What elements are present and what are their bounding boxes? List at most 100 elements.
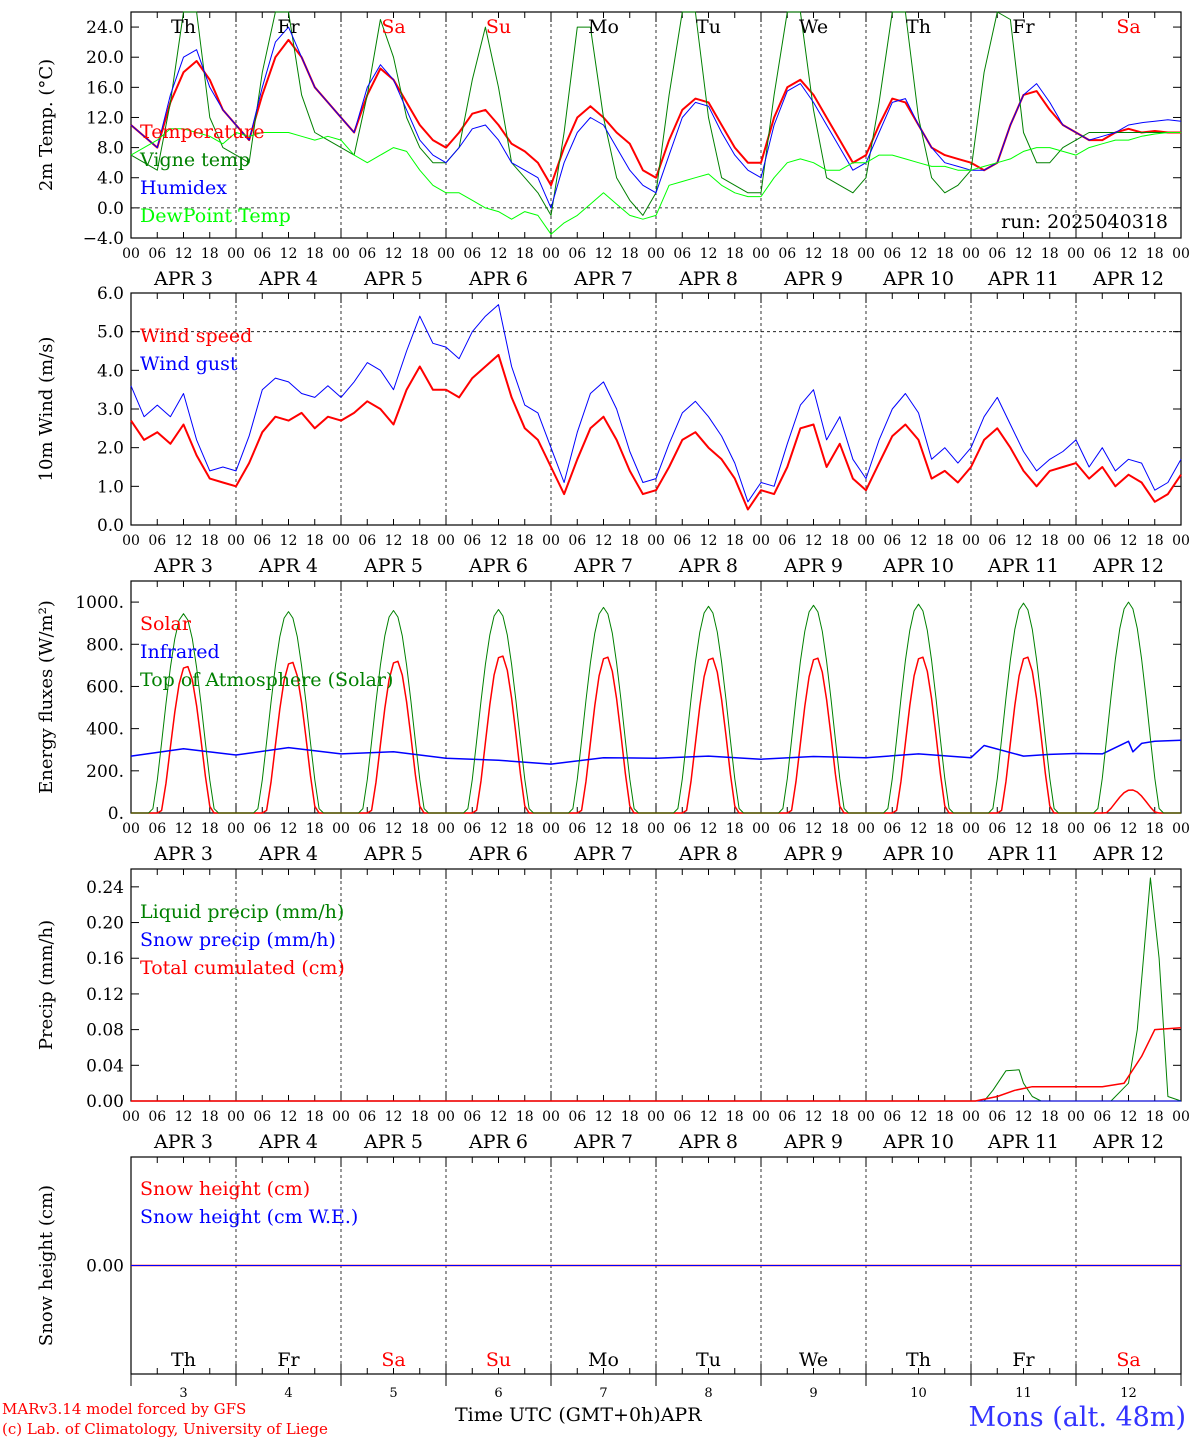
hour-tick-label: 12 bbox=[280, 246, 298, 262]
hour-tick-label: 06 bbox=[1093, 1109, 1111, 1125]
hour-tick-label: 18 bbox=[831, 246, 849, 262]
hour-tick-label: 06 bbox=[253, 821, 271, 837]
hour-tick-label: 06 bbox=[358, 821, 376, 837]
hour-tick-label: 18 bbox=[1146, 246, 1164, 262]
hour-tick-label: 00 bbox=[1172, 1109, 1190, 1125]
hour-tick-label: 18 bbox=[936, 246, 954, 262]
hour-tick-label: 12 bbox=[595, 1109, 613, 1125]
hour-tick-label: 06 bbox=[463, 246, 481, 262]
hour-tick-label: 00 bbox=[122, 246, 140, 262]
hour-tick-label: 00 bbox=[542, 821, 560, 837]
hour-tick-label: 12 bbox=[1120, 246, 1138, 262]
y-tick-label: 8.0 bbox=[97, 139, 124, 159]
model-credit: MARv3.14 model forced by GFS bbox=[2, 1400, 247, 1418]
y-tick-label: 3.0 bbox=[97, 400, 124, 420]
y-tick-label: 5.0 bbox=[97, 323, 124, 343]
legend-entry: Vigne temp bbox=[139, 149, 250, 171]
date-number-label: 12 bbox=[1120, 1386, 1137, 1401]
y-tick-label: 200. bbox=[86, 762, 124, 782]
day-date-label: APR 12 bbox=[1092, 1131, 1164, 1153]
y-tick-label: 0.00 bbox=[86, 1257, 124, 1277]
lab-credit: (c) Lab. of Climatology, University of L… bbox=[2, 1420, 328, 1438]
hour-tick-label: 12 bbox=[385, 821, 403, 837]
hour-tick-label: 12 bbox=[1120, 533, 1138, 549]
hour-tick-label: 06 bbox=[778, 821, 796, 837]
y-tick-label: 0.12 bbox=[86, 985, 124, 1005]
hour-tick-label: 18 bbox=[306, 1109, 324, 1125]
y-tick-label: 1000. bbox=[75, 593, 124, 613]
weekday-label-bottom: Fr bbox=[277, 1349, 300, 1371]
series-line bbox=[130, 304, 1182, 503]
weekday-label-bottom: Fr bbox=[1012, 1349, 1035, 1371]
legend-entry: DewPoint Temp bbox=[140, 205, 291, 227]
hour-tick-label: 12 bbox=[490, 246, 508, 262]
legend-entry: Solar bbox=[140, 613, 192, 635]
hour-tick-label: 00 bbox=[1067, 246, 1085, 262]
day-date-label: APR 9 bbox=[783, 843, 843, 865]
hour-tick-label: 12 bbox=[280, 821, 298, 837]
day-date-label: APR 8 bbox=[678, 268, 738, 290]
hour-tick-label: 06 bbox=[148, 821, 166, 837]
day-date-label: APR 10 bbox=[882, 555, 954, 577]
weekday-label: Fr bbox=[1012, 16, 1035, 38]
weekday-label: Th bbox=[906, 16, 931, 38]
hour-tick-label: 12 bbox=[805, 246, 823, 262]
hour-tick-label: 06 bbox=[883, 1109, 901, 1125]
day-date-label: APR 12 bbox=[1092, 268, 1164, 290]
day-date-label: APR 10 bbox=[882, 843, 954, 865]
y-tick-label: 4.0 bbox=[97, 361, 124, 381]
hour-tick-label: 06 bbox=[148, 246, 166, 262]
series-line bbox=[130, 739, 1182, 765]
hour-tick-label: 06 bbox=[568, 821, 586, 837]
series-line bbox=[131, 601, 1181, 814]
hour-tick-label: 12 bbox=[805, 1109, 823, 1125]
hour-tick-label: 18 bbox=[306, 246, 324, 262]
hour-tick-label: 00 bbox=[857, 1109, 875, 1125]
day-date-label: APR 3 bbox=[153, 268, 213, 290]
day-date-label: APR 12 bbox=[1092, 843, 1164, 865]
hour-tick-label: 06 bbox=[358, 246, 376, 262]
legend-entry: Total cumulated (cm) bbox=[140, 957, 345, 979]
day-date-label: APR 5 bbox=[363, 555, 423, 577]
hour-tick-label: 06 bbox=[148, 533, 166, 549]
hour-tick-label: 18 bbox=[516, 821, 534, 837]
day-date-label: APR 7 bbox=[573, 1131, 633, 1153]
hour-tick-label: 18 bbox=[201, 1109, 219, 1125]
day-date-label: APR 9 bbox=[783, 555, 843, 577]
day-date-label: APR 11 bbox=[987, 843, 1059, 865]
hour-tick-label: 12 bbox=[1120, 821, 1138, 837]
hour-tick-label: 00 bbox=[857, 821, 875, 837]
hour-tick-label: 18 bbox=[831, 1109, 849, 1125]
hour-tick-label: 00 bbox=[542, 1109, 560, 1125]
hour-tick-label: 00 bbox=[1067, 821, 1085, 837]
hour-tick-label: 18 bbox=[726, 533, 744, 549]
hour-tick-label: 06 bbox=[778, 246, 796, 262]
legend-entry: Snow height (cm W.E.) bbox=[140, 1206, 358, 1228]
hour-tick-label: 00 bbox=[1067, 1109, 1085, 1125]
hour-tick-label: 18 bbox=[621, 821, 639, 837]
hour-tick-label: 18 bbox=[621, 533, 639, 549]
hour-tick-label: 06 bbox=[358, 1109, 376, 1125]
weekday-label-bottom: Th bbox=[171, 1349, 196, 1371]
hour-tick-label: 18 bbox=[1146, 533, 1164, 549]
hour-tick-label: 06 bbox=[883, 246, 901, 262]
y-tick-label: 400. bbox=[86, 720, 124, 740]
hour-tick-label: 12 bbox=[490, 821, 508, 837]
hour-tick-label: 18 bbox=[831, 821, 849, 837]
legend-entry: Temperature bbox=[140, 121, 264, 143]
y-tick-label: 0.16 bbox=[86, 949, 124, 969]
run-annotation: run: 2025040318 bbox=[1001, 211, 1168, 233]
weekday-label: We bbox=[799, 16, 828, 38]
y-tick-label: 4.0 bbox=[97, 169, 124, 189]
legend-entry: Top of Atmosphere (Solar) bbox=[140, 669, 393, 691]
hour-tick-label: 06 bbox=[463, 821, 481, 837]
hour-tick-label: 00 bbox=[647, 533, 665, 549]
hour-tick-label: 00 bbox=[1172, 246, 1190, 262]
hour-tick-label: 18 bbox=[516, 246, 534, 262]
hour-tick-label: 12 bbox=[595, 246, 613, 262]
series-line bbox=[130, 353, 1182, 511]
hour-tick-label: 00 bbox=[962, 821, 980, 837]
hour-tick-label: 12 bbox=[175, 246, 193, 262]
date-number-label: 7 bbox=[599, 1386, 607, 1401]
